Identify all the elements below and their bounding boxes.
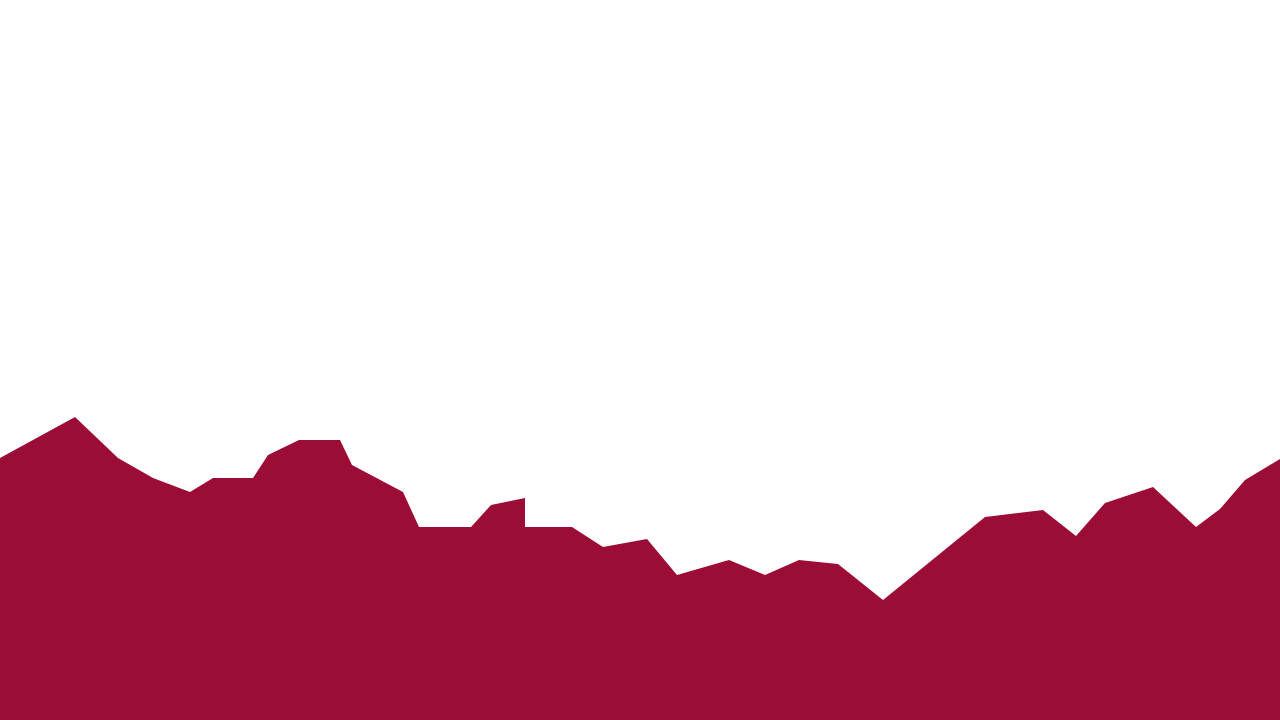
jagged-skyline-shape xyxy=(0,417,1280,720)
